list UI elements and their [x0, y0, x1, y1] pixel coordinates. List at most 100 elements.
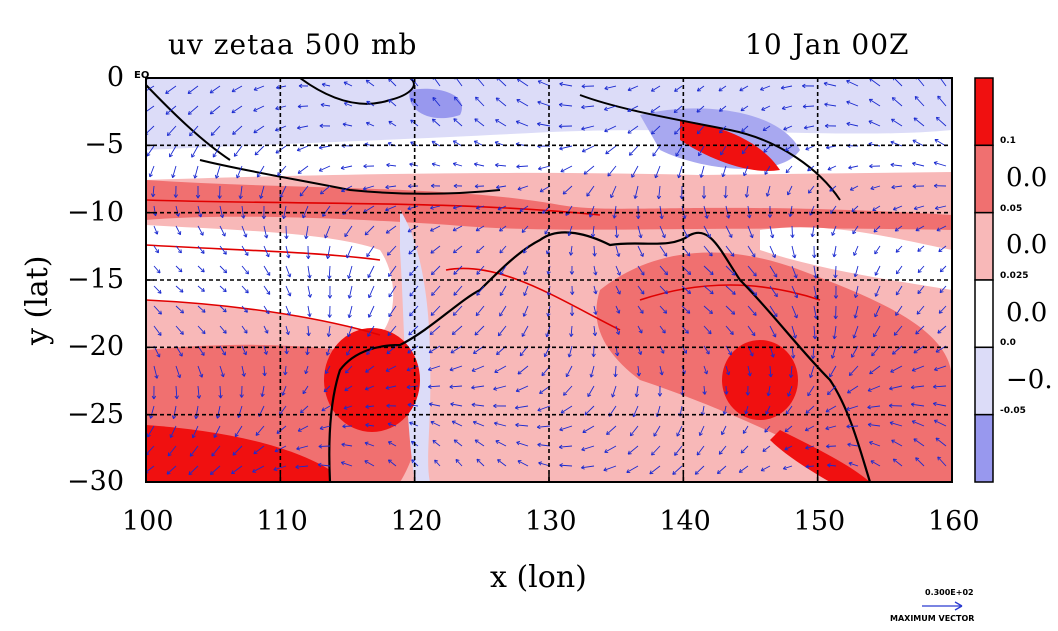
colorbar-segment [974, 211, 994, 281]
y-tick-label: 0 [106, 62, 124, 93]
wind-vector [451, 420, 463, 427]
wind-vector [453, 245, 463, 254]
wind-vector [892, 458, 903, 467]
wind-vector-head [832, 335, 837, 340]
wind-vector-head [241, 215, 246, 219]
wind-vector-head [494, 369, 499, 373]
wind-vector [213, 425, 221, 438]
wind-vector [366, 245, 375, 257]
wind-vector-head [702, 391, 707, 395]
wind-vector [297, 105, 309, 108]
wind-vector [385, 225, 397, 234]
wind-vector [241, 245, 249, 256]
wind-vector-head [497, 332, 502, 337]
wind-vector [891, 185, 903, 188]
wind-vector-head [538, 461, 543, 466]
wind-vector-head [792, 254, 797, 259]
wind-vector-head [612, 214, 617, 219]
wind-vector-head [826, 391, 831, 396]
wind-vector-head [682, 215, 687, 219]
wind-vector-head [699, 174, 704, 178]
wind-vector-head [823, 81, 828, 86]
wind-vector-head [200, 249, 205, 254]
wind-vector-head [895, 248, 900, 253]
wind-vector-head [696, 87, 701, 92]
wind-vector [537, 123, 551, 127]
wind-vector-head [915, 330, 920, 335]
wind-vector-head [410, 97, 415, 102]
wind-vector-head [633, 195, 638, 199]
wind-vector-head [318, 444, 323, 449]
wind-vector-head [910, 402, 915, 407]
wind-vector [791, 265, 797, 279]
wind-vector [760, 465, 771, 472]
wind-vector-head [428, 402, 433, 407]
wind-vector [285, 325, 289, 335]
wind-vector-head [853, 252, 858, 256]
wind-vector [847, 385, 859, 394]
wind-vector [261, 385, 265, 397]
wind-vector-head [283, 371, 288, 376]
wind-vector-head [305, 351, 310, 356]
wind-vector-head [274, 127, 279, 132]
y-axis-label: y (lat) [20, 255, 55, 345]
wind-vector [653, 425, 661, 437]
wind-vector-head [673, 109, 678, 113]
wind-vector-head [917, 290, 922, 295]
wind-vector-head [781, 105, 786, 111]
colorbar-level-label: 0.1 [1000, 136, 1016, 147]
wind-vector [935, 437, 947, 447]
wind-vector-head [365, 368, 370, 373]
wind-vector [627, 125, 639, 134]
wind-vector [559, 83, 573, 87]
wind-vector [515, 424, 529, 427]
wind-vector-head [707, 330, 712, 335]
wind-vector-head [826, 444, 830, 449]
wind-vector-head [656, 195, 662, 200]
wind-vector-head [567, 232, 572, 237]
wind-vector [263, 325, 269, 334]
wind-vector-head [252, 468, 257, 473]
wind-vector-head [157, 331, 162, 336]
wind-vector-head [628, 151, 633, 156]
wind-vector-head [537, 80, 542, 85]
wind-vector [933, 162, 947, 167]
wind-vector [347, 325, 353, 337]
wind-vector [175, 365, 181, 378]
wind-vector [781, 85, 793, 89]
wind-vector-head [784, 428, 789, 433]
wind-vector [610, 185, 617, 198]
strong-band-southeast [770, 430, 870, 482]
wind-vector-head [222, 288, 227, 293]
wind-vector-head [496, 185, 500, 190]
wind-vector [769, 245, 776, 258]
wind-vector [146, 105, 155, 113]
wind-vector-head [718, 450, 723, 455]
wind-vector-head [892, 206, 897, 211]
wind-vector [807, 165, 815, 172]
wind-vector-head [788, 374, 794, 378]
wind-vector-head [627, 87, 632, 92]
wind-vector-head [581, 447, 586, 452]
wind-vector-head [408, 184, 412, 189]
wind-vector-head [583, 170, 588, 175]
reference-vector-value: 0.300E+02 [925, 588, 974, 597]
wind-vector-head [266, 271, 271, 276]
wind-vector [766, 185, 771, 197]
wind-vector [834, 265, 837, 278]
wind-vector-head [638, 329, 643, 334]
wind-vector [517, 365, 529, 375]
wind-vector-head [730, 252, 735, 257]
wind-vector-head [604, 128, 609, 133]
wind-vector [328, 325, 331, 337]
wind-vector-head [848, 461, 853, 466]
wind-vector [538, 462, 551, 467]
wind-vector [934, 365, 947, 371]
wind-vector-head [802, 104, 807, 109]
wind-vector-head [386, 403, 390, 408]
wind-vector-head [304, 235, 309, 240]
wind-vector-head [387, 141, 392, 146]
wind-vector-head [605, 150, 610, 155]
wind-vector-head [178, 352, 183, 357]
wind-vector-head [476, 270, 481, 275]
